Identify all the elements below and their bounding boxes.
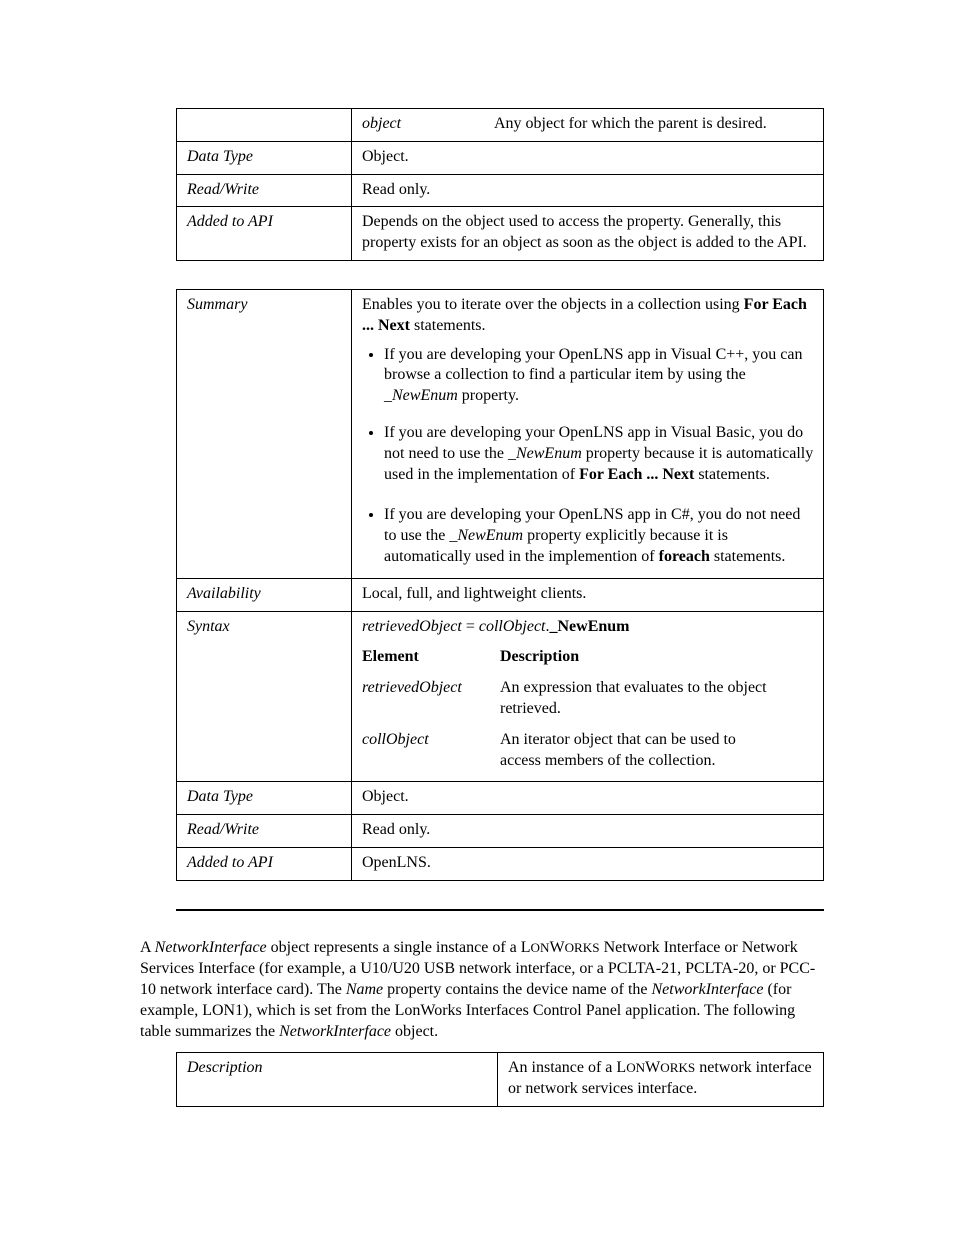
syntax-element-row: collObject An iterator object that can b… xyxy=(362,730,815,772)
syntax-element-name: retrievedObject xyxy=(362,678,496,699)
syntax-element-desc: An expression that evaluates to the obje… xyxy=(500,678,780,720)
syntax-element-row: retrievedObject An expression that evalu… xyxy=(362,678,815,720)
table-row: Availability Local, full, and lightweigh… xyxy=(177,578,824,611)
row-label xyxy=(177,109,352,142)
syntax-header-row: Element Description xyxy=(362,647,815,668)
row-value: Local, full, and lightweight clients. xyxy=(352,578,824,611)
summary-intro: Enables you to iterate over the objects … xyxy=(362,296,807,334)
row-label: Data Type xyxy=(177,782,352,815)
row-value: Object. xyxy=(352,141,824,174)
row-label: Availability xyxy=(177,578,352,611)
row-value: Read only. xyxy=(352,815,824,848)
table-row: Read/Write Read only. xyxy=(177,815,824,848)
row-label: Added to API xyxy=(177,847,352,880)
table-row: Added to API Depends on the object used … xyxy=(177,207,824,261)
row-label: Syntax xyxy=(177,611,352,782)
table-row: Read/Write Read only. xyxy=(177,174,824,207)
list-item: If you are developing your OpenLNS app i… xyxy=(384,423,815,485)
row-label: Added to API xyxy=(177,207,352,261)
syntax-expression: retrievedObject = collObject._NewEnum xyxy=(362,618,630,635)
syntax-header-desc: Description xyxy=(500,647,780,668)
table-row: Data Type Object. xyxy=(177,782,824,815)
sub-element-desc: Any object for which the parent is desir… xyxy=(494,114,774,135)
row-label: Summary xyxy=(177,289,352,578)
summary-bullets: If you are developing your OpenLNS app i… xyxy=(362,345,815,568)
body-paragraph: A NetworkInterface object represents a s… xyxy=(140,937,824,1043)
row-value: object Any object for which the parent i… xyxy=(352,109,824,142)
syntax-header-element: Element xyxy=(362,647,496,668)
table-row: Added to API OpenLNS. xyxy=(177,847,824,880)
row-label: Description xyxy=(177,1053,498,1107)
row-value: Object. xyxy=(352,782,824,815)
section-divider xyxy=(176,909,824,911)
row-label: Read/Write xyxy=(177,815,352,848)
list-item: If you are developing your OpenLNS app i… xyxy=(384,505,815,567)
table-row: Description An instance of a LONWORKS ne… xyxy=(177,1053,824,1107)
doc-page: object Any object for which the parent i… xyxy=(0,0,954,1235)
table-newenum-property: Summary Enables you to iterate over the … xyxy=(176,289,824,881)
table-row: Syntax retrievedObject = collObject._New… xyxy=(177,611,824,782)
row-value: Enables you to iterate over the objects … xyxy=(352,289,824,578)
table-parent-property: object Any object for which the parent i… xyxy=(176,108,824,261)
table-row: object Any object for which the parent i… xyxy=(177,109,824,142)
row-value: OpenLNS. xyxy=(352,847,824,880)
row-label: Data Type xyxy=(177,141,352,174)
syntax-element-desc: An iterator object that can be used to a… xyxy=(500,730,780,772)
syntax-element-name: collObject xyxy=(362,730,496,751)
row-value: An instance of a LONWORKS network interf… xyxy=(498,1053,824,1107)
row-value: Read only. xyxy=(352,174,824,207)
table-row: Data Type Object. xyxy=(177,141,824,174)
row-value: retrievedObject = collObject._NewEnum El… xyxy=(352,611,824,782)
list-item: If you are developing your OpenLNS app i… xyxy=(384,345,815,407)
sub-element-name: object xyxy=(362,114,490,135)
row-value: Depends on the object used to access the… xyxy=(352,207,824,261)
row-label: Read/Write xyxy=(177,174,352,207)
table-networkinterface-summary: Description An instance of a LONWORKS ne… xyxy=(176,1052,824,1107)
table-row: Summary Enables you to iterate over the … xyxy=(177,289,824,578)
